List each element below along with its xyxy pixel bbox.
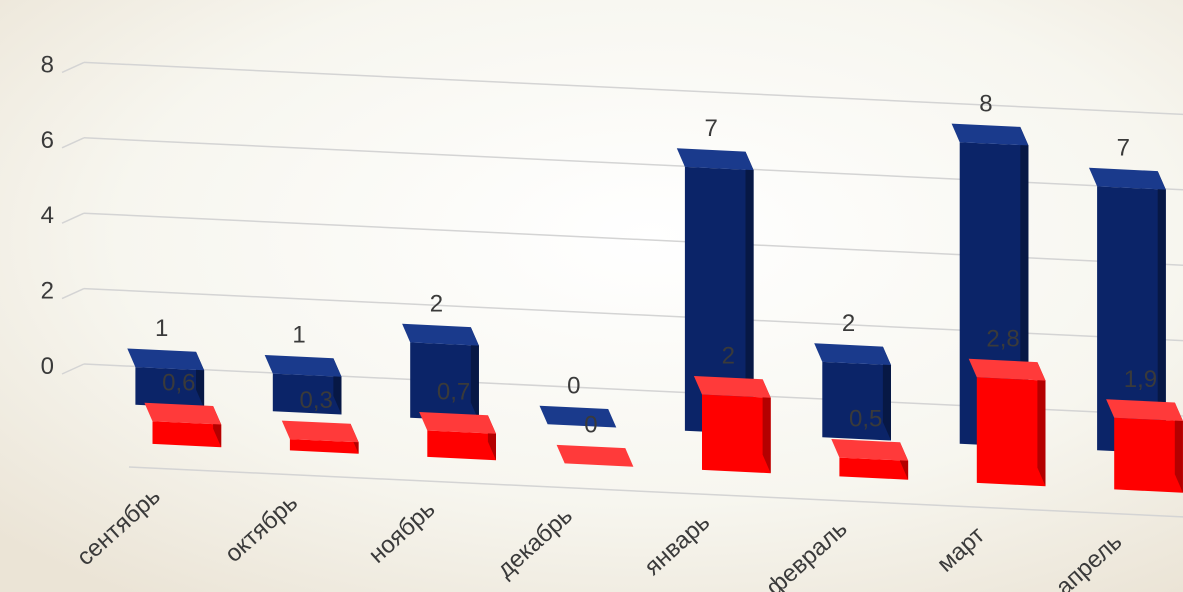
data-label: 7 xyxy=(705,115,718,142)
bar-top-face xyxy=(694,376,771,398)
bar xyxy=(402,324,479,421)
bar-top-face xyxy=(402,324,479,346)
bar-top-face xyxy=(969,359,1046,381)
data-label: 7 xyxy=(1117,134,1130,161)
bar xyxy=(694,376,771,473)
bar-side-face xyxy=(1037,362,1045,486)
bar-top-face xyxy=(540,406,617,428)
bar-top-face xyxy=(144,403,221,425)
data-label: 0,5 xyxy=(849,406,882,433)
data-label: 0,7 xyxy=(437,379,470,406)
data-label: 2 xyxy=(430,290,443,317)
bar xyxy=(557,445,634,467)
bar-top-face xyxy=(814,343,891,365)
data-label: 1 xyxy=(292,322,305,349)
data-label: 8 xyxy=(979,90,992,117)
bar-top-face xyxy=(265,355,342,377)
bar xyxy=(144,403,221,448)
data-label: 2,8 xyxy=(986,325,1019,352)
data-label: 1 xyxy=(155,315,168,342)
y-tick-label: 2 xyxy=(41,278,54,305)
y-tick-label: 6 xyxy=(41,127,54,154)
bar xyxy=(831,439,908,480)
bar xyxy=(282,421,359,454)
bar-front-face xyxy=(427,431,496,461)
bar-top-face xyxy=(831,439,908,461)
bar-top-face xyxy=(1089,168,1166,190)
bar xyxy=(969,359,1046,486)
data-label: 0,6 xyxy=(162,369,195,396)
bar-front-face xyxy=(153,421,222,447)
bar-top-face xyxy=(1106,399,1183,421)
bar xyxy=(1106,399,1183,493)
bar-top-face xyxy=(419,412,496,434)
bar-front-face xyxy=(1114,418,1183,493)
data-label: 1,9 xyxy=(1124,366,1157,393)
bar-front-face xyxy=(977,377,1046,486)
bar-top-face xyxy=(282,421,359,443)
bar-top-face xyxy=(557,445,634,467)
data-label: 0 xyxy=(567,372,580,399)
data-label: 2 xyxy=(842,310,855,337)
data-label: 0 xyxy=(584,411,597,438)
bar-top-face xyxy=(952,124,1029,146)
bar-top-face xyxy=(677,148,754,170)
bar-top-face xyxy=(127,349,204,371)
bar xyxy=(540,406,617,428)
y-tick-label: 0 xyxy=(41,353,54,380)
bar-front-face xyxy=(702,395,771,474)
bar xyxy=(419,412,496,460)
bar-front-face xyxy=(839,458,908,480)
data-label: 0,3 xyxy=(299,387,332,414)
y-tick-label: 4 xyxy=(41,202,54,229)
y-tick-label: 8 xyxy=(41,51,54,78)
data-label: 2 xyxy=(722,343,735,370)
